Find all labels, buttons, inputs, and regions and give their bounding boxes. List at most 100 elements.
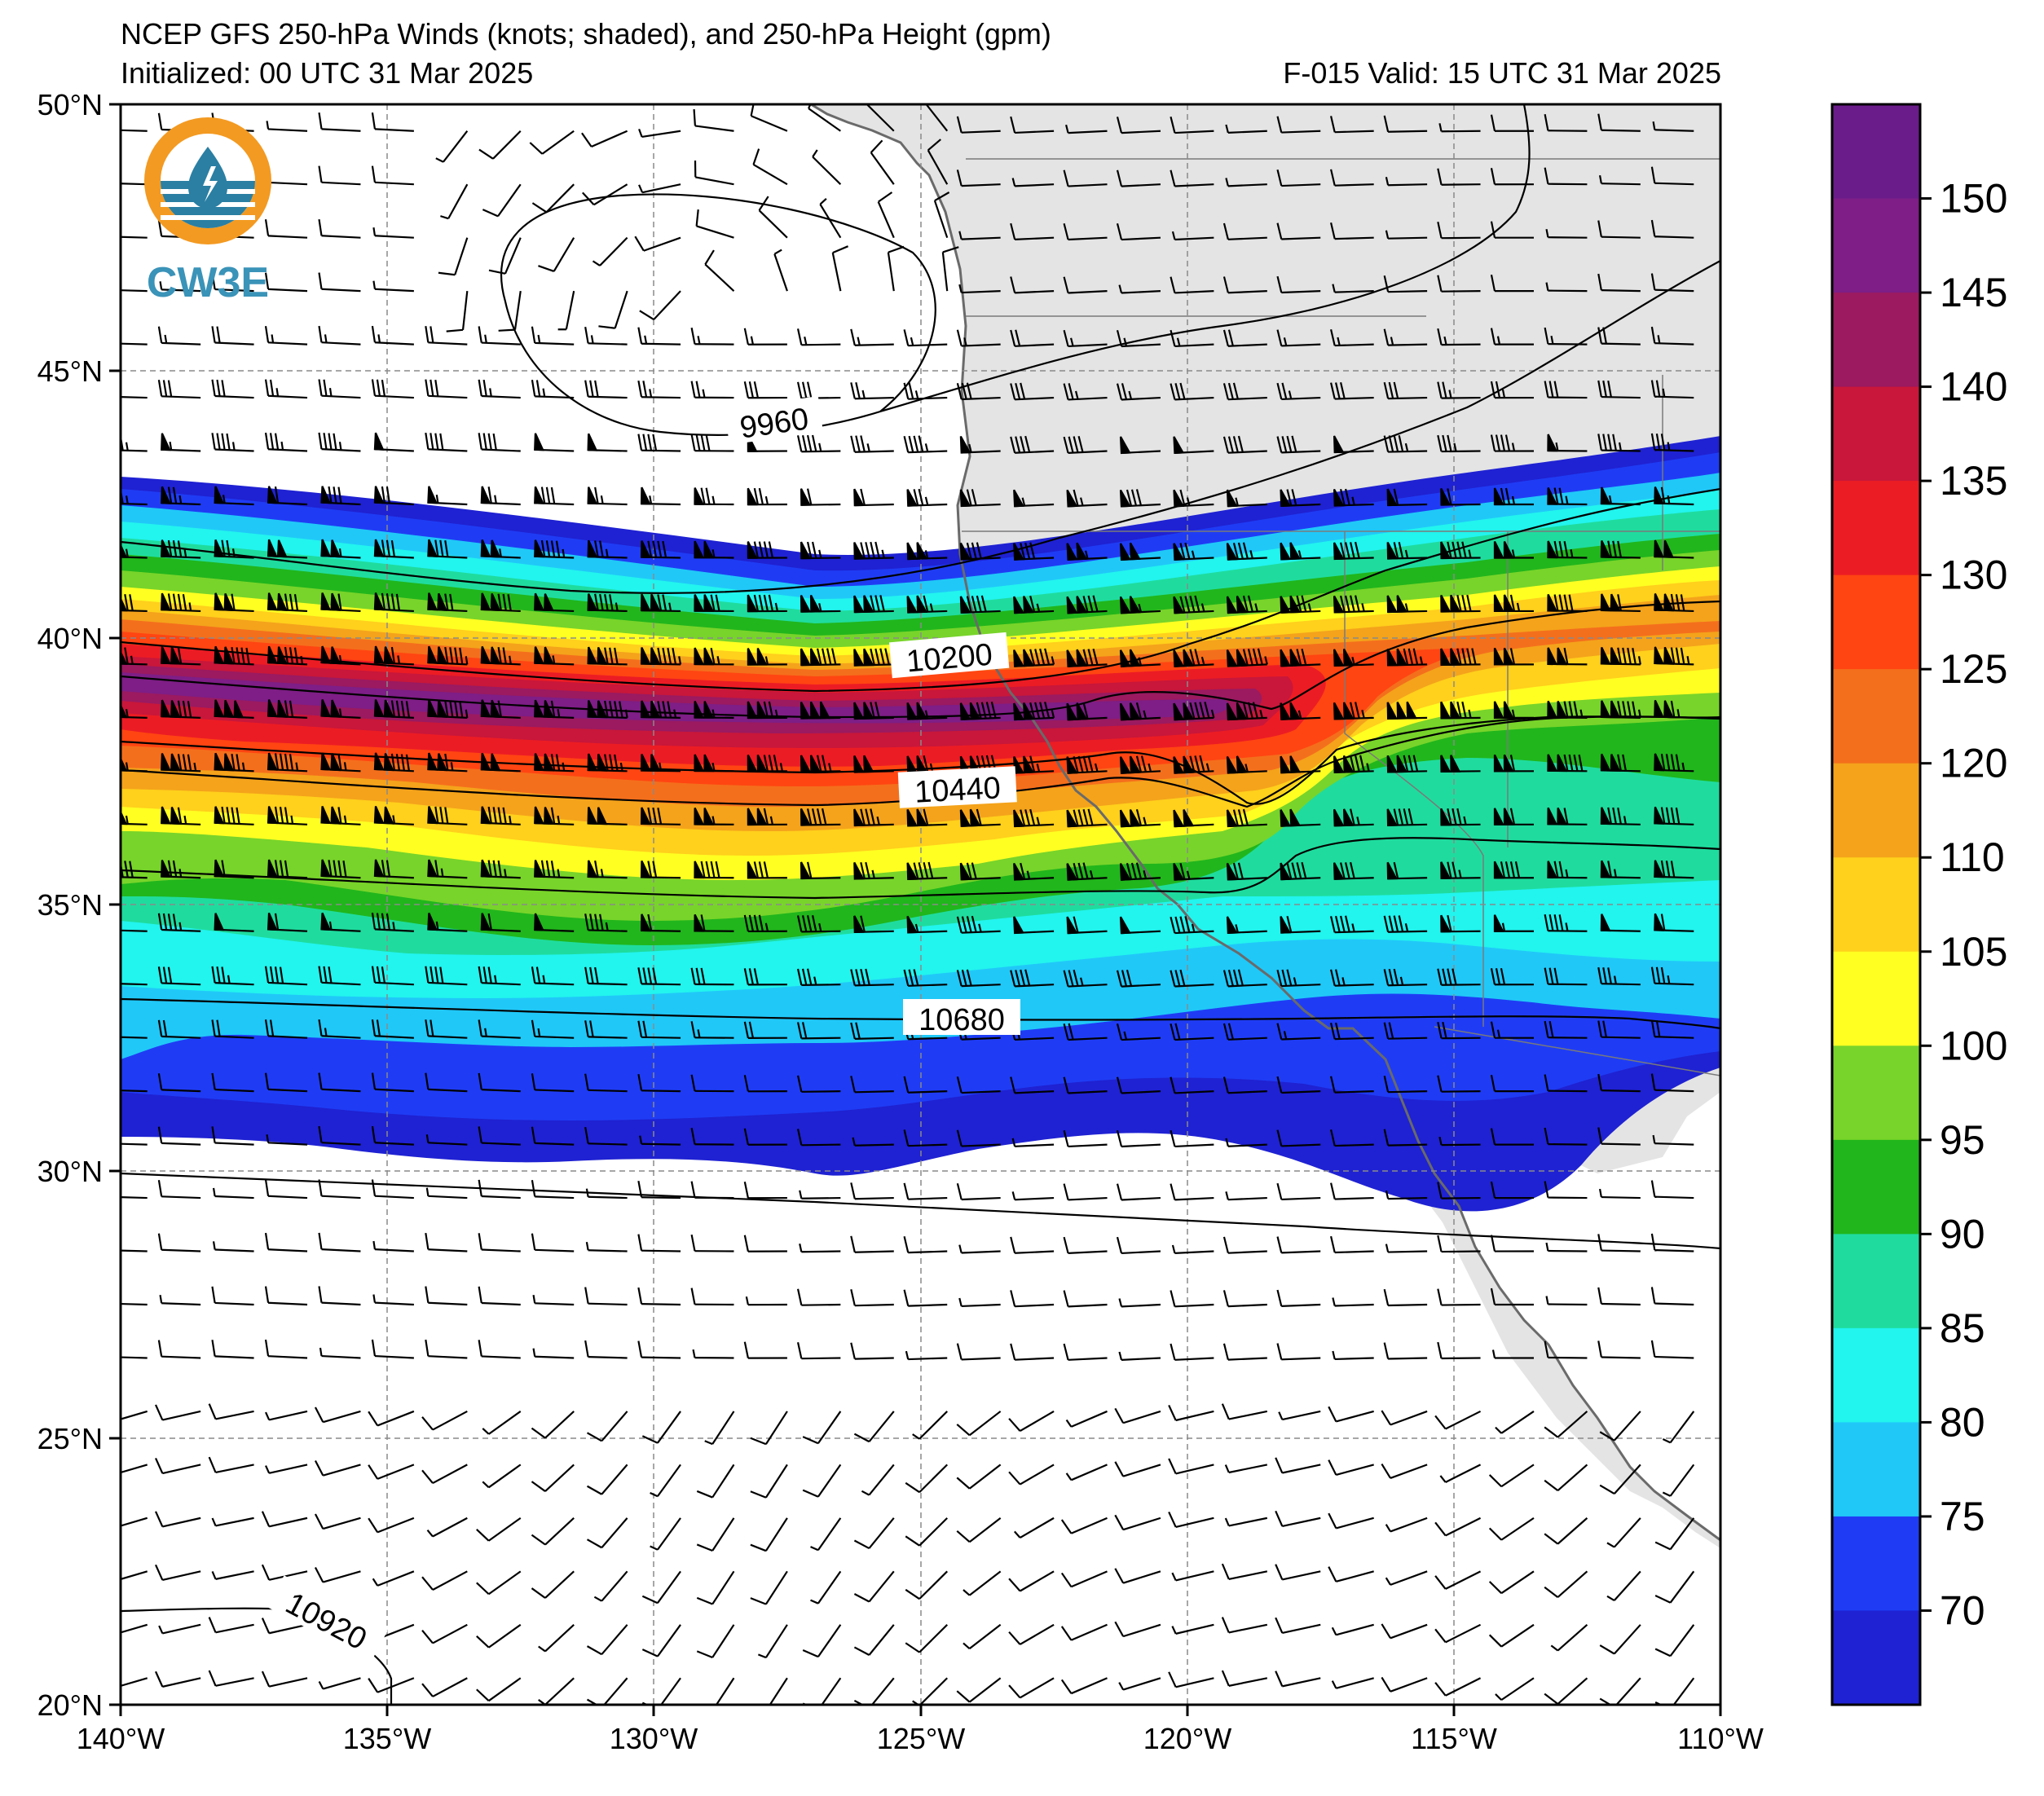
wind-barb <box>372 1294 414 1306</box>
height-contours <box>121 104 1720 1705</box>
wind-barb <box>476 1623 522 1649</box>
wind-barb <box>906 755 948 774</box>
wind-barb <box>958 1244 1001 1254</box>
wind-barb <box>1276 1076 1321 1094</box>
wind-barb <box>480 913 521 932</box>
wind-barb <box>800 755 841 773</box>
wind-barb <box>956 1343 1001 1361</box>
wind-barb <box>752 148 788 186</box>
wind-barb <box>1652 1134 1694 1146</box>
wind-barb <box>476 1516 522 1542</box>
wind-barb <box>1066 808 1108 828</box>
wind-barb <box>1490 968 1534 986</box>
wind-barb <box>1330 382 1374 400</box>
wind-barb <box>1654 539 1694 559</box>
wind-barb <box>1063 1183 1108 1201</box>
wind-barb <box>121 1516 148 1527</box>
wind-barb <box>1332 1297 1374 1307</box>
wind-barb <box>425 966 468 986</box>
wind-barb <box>1063 1076 1108 1094</box>
wind-barb <box>850 435 894 453</box>
colorbar-label: 80 <box>1940 1399 1985 1445</box>
wind-barb <box>480 592 521 613</box>
wind-barb <box>1008 1623 1055 1645</box>
wind-barb <box>796 1341 841 1360</box>
colorbar-swatch <box>1832 763 1920 858</box>
wind-barb <box>426 1516 468 1538</box>
wind-barb <box>1600 540 1641 559</box>
wind-barb <box>905 1570 948 1600</box>
wind-barb <box>265 1464 308 1474</box>
wind-barb <box>157 1126 201 1146</box>
wind-barb <box>796 1022 841 1040</box>
wind-barb <box>478 130 522 160</box>
wind-barb <box>121 236 148 239</box>
wind-barb <box>318 325 361 346</box>
wind-barb <box>1010 329 1055 347</box>
wind-barb <box>427 752 468 773</box>
wind-barb <box>211 1570 254 1580</box>
wind-barb <box>532 1295 575 1306</box>
wind-barb <box>1437 434 1481 453</box>
wind-barb <box>1386 648 1428 667</box>
wind-barb <box>1063 222 1108 241</box>
colorbar-label: 70 <box>1940 1587 1985 1633</box>
wind-barb <box>1437 381 1481 399</box>
wind-barb <box>956 969 1001 988</box>
wind-barb <box>773 249 788 292</box>
wind-barb <box>905 1624 948 1653</box>
wind-barb <box>1600 753 1641 773</box>
wind-barb <box>1171 1244 1214 1254</box>
wind-barb <box>1280 861 1321 881</box>
wind-barb <box>853 1570 895 1603</box>
wind-barb <box>155 1457 201 1475</box>
wind-barb <box>692 1349 734 1359</box>
wind-barb <box>371 165 414 186</box>
wind-barb <box>1170 1129 1214 1148</box>
wind-barb <box>531 1233 575 1252</box>
wind-barb <box>800 648 841 667</box>
wind-barb <box>318 272 361 293</box>
contour-label-10440: 10440 <box>914 771 1002 809</box>
wind-barb <box>480 486 521 506</box>
wind-barb <box>690 967 734 986</box>
wind-barb <box>1330 1182 1374 1200</box>
wind-barb <box>1171 1570 1214 1582</box>
wind-barb <box>1600 913 1641 932</box>
wind-barb <box>1383 115 1428 133</box>
wind-barb <box>157 913 201 932</box>
wind-barb <box>1650 1340 1694 1359</box>
wind-barb <box>480 806 521 825</box>
wind-barb <box>427 913 468 932</box>
wind-barb <box>1333 488 1374 507</box>
wind-barb <box>1330 1076 1374 1094</box>
wind-barb <box>534 486 575 506</box>
wind-barb <box>1276 1182 1321 1201</box>
wind-barb <box>956 329 1001 347</box>
wind-barb <box>1013 489 1055 508</box>
wind-barb <box>1010 1076 1055 1094</box>
wind-barb <box>1547 540 1588 559</box>
wind-barb <box>320 805 361 825</box>
wind-barb <box>800 541 841 560</box>
wind-barb <box>427 806 468 825</box>
lat-label: 40°N <box>37 622 103 655</box>
wind-barb <box>1170 382 1214 401</box>
wind-barb <box>1065 124 1108 134</box>
wind-barb <box>1276 275 1321 294</box>
wind-barb <box>598 290 628 329</box>
wind-barb <box>320 699 361 719</box>
wind-barb <box>1065 1410 1108 1428</box>
wind-barb <box>1493 808 1534 825</box>
wind-barb <box>1013 916 1055 935</box>
wind-barb <box>853 915 894 934</box>
wind-barb <box>531 1019 575 1039</box>
wind-barb <box>1598 1188 1641 1200</box>
wind-barb <box>314 1460 361 1477</box>
wind-barb <box>425 1339 468 1359</box>
wind-barb <box>1170 276 1214 294</box>
wind-barb <box>1170 1076 1214 1094</box>
wind-barb <box>1280 542 1321 561</box>
wind-barb <box>1119 436 1161 455</box>
